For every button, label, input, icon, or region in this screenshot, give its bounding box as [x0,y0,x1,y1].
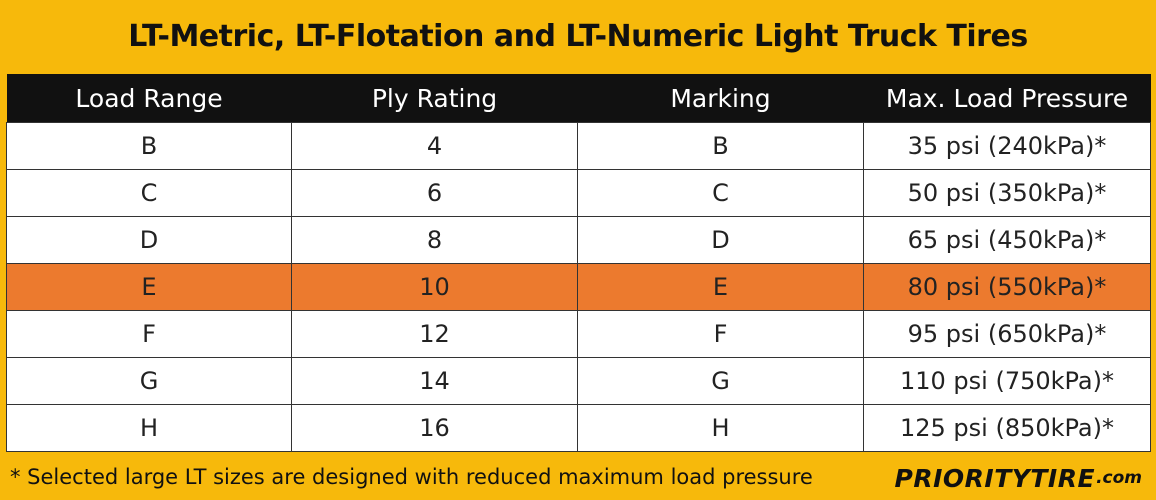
column-header-ply-rating: Ply Rating [291,74,578,123]
cell-load-range: C [6,169,292,217]
cell-marking: B [577,122,864,170]
logo-text-priority: PRIORITY [894,463,1031,493]
footnote: * Selected large LT sizes are designed w… [10,465,813,489]
cell-ply-rating: 16 [291,404,578,452]
cell-load-range: D [6,216,292,264]
page-title: LT-Metric, LT-Flotation and LT-Numeric L… [128,18,1028,54]
column-header-load-range: Load Range [6,74,292,123]
table-row: D 8 D 65 psi (450kPa)* [6,216,1151,264]
cell-load-range: G [6,357,292,405]
table-row: C 6 C 50 psi (350kPa)* [6,169,1151,217]
cell-marking: G [577,357,864,405]
cell-load-range: B [6,122,292,170]
cell-max-load-pressure: 65 psi (450kPa)* [863,216,1151,264]
priority-tire-logo: PRIORITY TIRE .com [895,462,1142,494]
cell-max-load-pressure: 110 psi (750kPa)* [863,357,1151,405]
cell-marking: C [577,169,864,217]
column-header-marking: Marking [577,74,864,123]
cell-max-load-pressure: 95 psi (650kPa)* [863,310,1151,358]
cell-ply-rating: 4 [291,122,578,170]
cell-max-load-pressure: 50 psi (350kPa)* [863,169,1151,217]
cell-ply-rating: 6 [291,169,578,217]
cell-ply-rating: 14 [291,357,578,405]
cell-load-range: E [6,263,292,311]
cell-ply-rating: 8 [291,216,578,264]
cell-marking: F [577,310,864,358]
table-row: G 14 G 110 psi (750kPa)* [6,357,1151,405]
cell-max-load-pressure: 80 psi (550kPa)* [863,263,1151,311]
cell-max-load-pressure: 125 psi (850kPa)* [863,404,1151,452]
cell-ply-rating: 12 [291,310,578,358]
column-header-max-load-pressure: Max. Load Pressure [863,74,1151,123]
table-row: H 16 H 125 psi (850kPa)* [6,404,1151,452]
cell-marking: E [577,263,864,311]
cell-ply-rating: 10 [291,263,578,311]
table-row-highlighted: E 10 E 80 psi (550kPa)* [6,263,1151,311]
table-row: B 4 B 35 psi (240kPa)* [6,122,1151,170]
logo-text-tire: TIRE [1030,463,1096,493]
cell-load-range: H [6,404,292,452]
table-row: F 12 F 95 psi (650kPa)* [6,310,1151,358]
cell-max-load-pressure: 35 psi (240kPa)* [863,122,1151,170]
cell-load-range: F [6,310,292,358]
logo-text-domain: .com [1096,468,1142,488]
cell-marking: D [577,216,864,264]
load-range-table: Load Range Ply Rating Marking Max. Load … [6,74,1151,452]
table-header-row: Load Range Ply Rating Marking Max. Load … [6,74,1151,123]
cell-marking: H [577,404,864,452]
